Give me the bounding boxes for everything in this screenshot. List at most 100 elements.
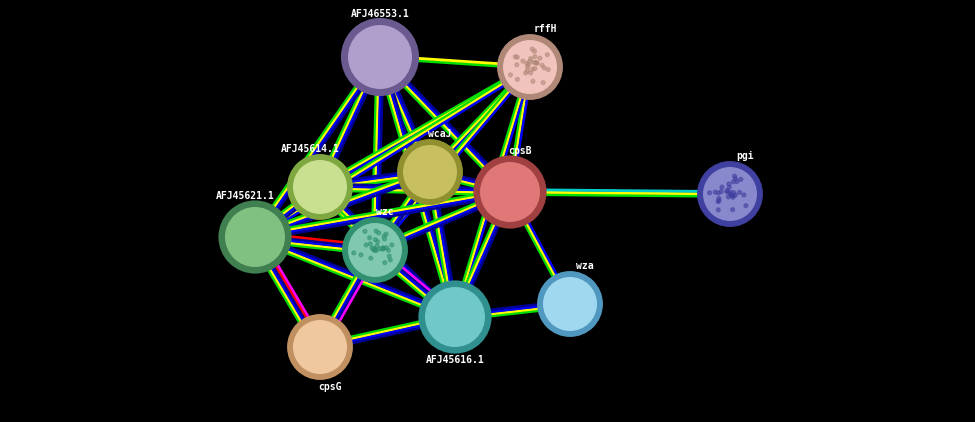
Circle shape xyxy=(721,185,723,189)
Circle shape xyxy=(342,217,408,283)
Circle shape xyxy=(744,204,748,208)
Circle shape xyxy=(725,190,728,194)
Circle shape xyxy=(542,66,546,70)
Circle shape xyxy=(375,244,379,248)
Circle shape xyxy=(369,256,372,260)
Text: pgi: pgi xyxy=(736,151,754,161)
Circle shape xyxy=(533,55,537,59)
Circle shape xyxy=(731,180,735,184)
Circle shape xyxy=(287,154,353,220)
Circle shape xyxy=(546,68,550,71)
Circle shape xyxy=(352,251,356,255)
Circle shape xyxy=(717,197,721,200)
Circle shape xyxy=(514,55,517,59)
Circle shape xyxy=(497,34,563,100)
Circle shape xyxy=(537,271,603,337)
Circle shape xyxy=(714,190,718,194)
Text: rffH: rffH xyxy=(533,24,557,34)
Circle shape xyxy=(516,55,520,59)
Circle shape xyxy=(374,249,378,252)
Circle shape xyxy=(533,61,537,65)
Text: AFJ45621.1: AFJ45621.1 xyxy=(215,191,274,201)
Circle shape xyxy=(381,247,384,251)
Circle shape xyxy=(509,73,513,77)
Circle shape xyxy=(531,60,535,64)
Circle shape xyxy=(732,174,736,178)
Circle shape xyxy=(533,67,537,70)
Circle shape xyxy=(384,232,388,236)
Text: cpsG: cpsG xyxy=(318,382,342,392)
Circle shape xyxy=(375,240,379,243)
Text: AFJ45614.1: AFJ45614.1 xyxy=(281,144,339,154)
Circle shape xyxy=(293,320,347,374)
Circle shape xyxy=(725,189,729,192)
Circle shape xyxy=(720,189,723,193)
Circle shape xyxy=(418,280,491,354)
Circle shape xyxy=(534,61,538,65)
Circle shape xyxy=(739,178,743,181)
Text: AFJ45616.1: AFJ45616.1 xyxy=(426,355,485,365)
Circle shape xyxy=(515,63,519,67)
Circle shape xyxy=(382,237,386,241)
Circle shape xyxy=(378,247,381,251)
Circle shape xyxy=(390,243,394,247)
Circle shape xyxy=(287,314,353,380)
Circle shape xyxy=(730,193,734,197)
Circle shape xyxy=(381,246,385,250)
Circle shape xyxy=(731,195,735,199)
Text: cpsB: cpsB xyxy=(508,146,531,156)
Circle shape xyxy=(374,229,378,233)
Circle shape xyxy=(348,223,402,277)
Circle shape xyxy=(526,69,529,73)
Circle shape xyxy=(727,185,731,189)
Circle shape xyxy=(521,59,525,63)
Circle shape xyxy=(425,287,485,347)
Circle shape xyxy=(530,68,534,71)
Text: AFJ46553.1: AFJ46553.1 xyxy=(351,9,410,19)
Circle shape xyxy=(218,200,292,273)
Circle shape xyxy=(717,199,721,203)
Circle shape xyxy=(527,60,531,63)
Circle shape xyxy=(383,261,387,265)
Circle shape xyxy=(382,246,385,250)
Circle shape xyxy=(726,195,730,199)
Circle shape xyxy=(731,191,735,195)
Circle shape xyxy=(731,194,735,197)
Circle shape xyxy=(480,162,540,222)
Circle shape xyxy=(372,248,375,252)
Circle shape xyxy=(717,208,721,212)
Circle shape xyxy=(526,63,530,67)
Circle shape xyxy=(524,71,527,75)
Circle shape xyxy=(368,236,371,240)
Circle shape xyxy=(365,243,369,247)
Circle shape xyxy=(382,234,386,238)
Circle shape xyxy=(293,160,347,214)
Circle shape xyxy=(545,53,549,57)
Circle shape xyxy=(530,47,534,51)
Circle shape xyxy=(359,253,363,257)
Circle shape xyxy=(735,180,739,184)
Circle shape xyxy=(540,63,544,67)
Circle shape xyxy=(363,230,367,233)
Circle shape xyxy=(369,242,372,246)
Text: wzc: wzc xyxy=(376,207,394,217)
Circle shape xyxy=(730,208,734,211)
Circle shape xyxy=(403,145,457,199)
Circle shape xyxy=(376,231,380,235)
Circle shape xyxy=(727,182,730,186)
Circle shape xyxy=(703,167,757,221)
Circle shape xyxy=(526,65,529,69)
Circle shape xyxy=(370,246,374,250)
Circle shape xyxy=(503,40,557,94)
Circle shape xyxy=(531,79,535,83)
Circle shape xyxy=(528,71,532,75)
Circle shape xyxy=(516,78,520,81)
Text: wza: wza xyxy=(576,261,594,271)
Circle shape xyxy=(526,62,528,65)
Circle shape xyxy=(532,49,536,53)
Circle shape xyxy=(386,248,390,252)
Circle shape xyxy=(388,258,392,262)
Circle shape xyxy=(387,254,391,258)
Circle shape xyxy=(728,191,732,195)
Circle shape xyxy=(717,191,721,195)
